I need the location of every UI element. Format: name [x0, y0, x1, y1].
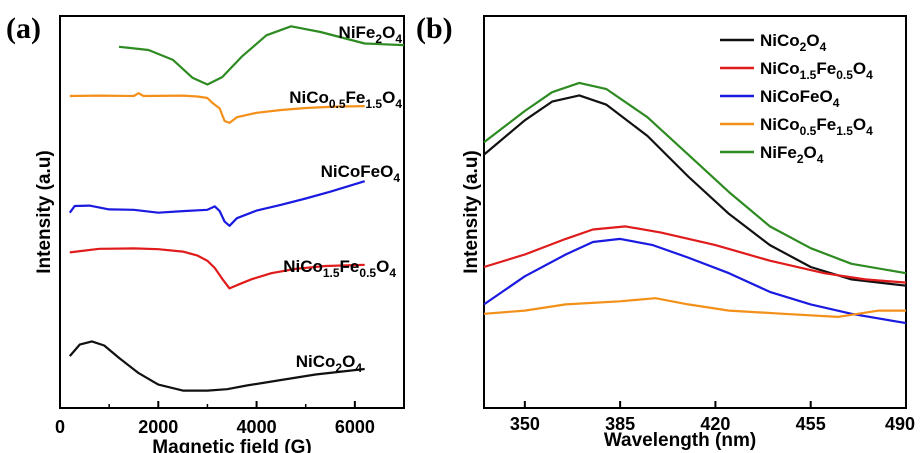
panel-b-letter: (b) — [416, 12, 453, 45]
panel-a-line-nicofeo4 — [68, 180, 366, 227]
panel-a-x-tick-label: 6000 — [335, 417, 375, 437]
panel-b-legend: NiCo2O4 NiCo1.5Fe0.5O4 NiCoFeO4 NiCo0.5Fe1.… — [720, 31, 873, 166]
legend-label-nico0-5fe1-5o4: NiCo0.5Fe1.5O4 — [760, 115, 873, 138]
panel-b-line-nico2o4 — [483, 94, 907, 287]
panel-b-x-tick-label: 490 — [885, 414, 915, 434]
panel-b: (b) 350 385 420 455 490 NiCo2O4 NiCo1.5Fe0.5O… — [416, 12, 915, 451]
panel-b-line-nife2o4 — [483, 81, 907, 275]
panel-b-x-tick-label: 455 — [796, 414, 826, 434]
panel-b-x-axis: 350 385 420 455 490 — [510, 401, 915, 434]
panel-a-x-axis-label: Magnetic field (G) — [152, 437, 311, 453]
panel-a-x-tick-label: 4000 — [237, 417, 277, 437]
panel-a-line-nife2o4 — [118, 25, 405, 86]
panel-b-y-axis-label: Intensity (a.u) — [461, 150, 482, 274]
legend-label-nicofeo4: NiCoFeO4 — [760, 87, 840, 110]
panel-b-line-nico0-5fe1-5o4 — [483, 297, 906, 318]
panel-b-plot-frame — [483, 15, 907, 409]
panel-a: (a) 0 2000 4000 6000 NiFe2O4NiCo0.5Fe1.5O4N… — [6, 12, 405, 453]
panel-b-line-nico1-5fe0-5o4 — [483, 225, 907, 284]
panel-a-label-nico1-5fe0-5o4: NiCo1.5Fe0.5O4 — [283, 257, 396, 280]
panel-b-x-tick-label: 350 — [510, 414, 540, 434]
panel-a-line-nico1-5fe0-5o4 — [69, 247, 365, 290]
panel-a-label-nicofeo4: NiCoFeO4 — [321, 162, 401, 185]
panel-b-x-tick-label: 385 — [605, 414, 635, 434]
panel-a-letter: (a) — [6, 12, 41, 45]
legend-label-nico1-5fe0-5o4: NiCo1.5Fe0.5O4 — [760, 59, 873, 82]
panel-a-x-tick-label: 0 — [55, 417, 65, 437]
panel-a-series-labels: NiFe2O4 NiCo0.5Fe1.5O4 NiCoFeO4 NiCo1.5Fe0.… — [283, 23, 402, 375]
panel-a-label-nico0-5fe1-5o4: NiCo0.5Fe1.5O4 — [289, 88, 402, 111]
panel-b-series-lines — [483, 81, 907, 325]
panel-a-label-nico2o4: NiCo2O4 — [296, 352, 363, 375]
legend-label-nico2o4: NiCo2O4 — [760, 31, 827, 54]
panel-a-x-tick-label: 2000 — [138, 417, 178, 437]
panel-a-plot-frame — [59, 15, 405, 409]
panel-b-x-tick-label: 420 — [700, 414, 730, 434]
panel-b-line-nicofeo4 — [483, 237, 907, 325]
panel-a-line-nico2o4 — [68, 340, 365, 392]
panel-b-x-axis-label: Wavelength (nm) — [604, 430, 756, 451]
legend-label-nife2o4: NiFe2O4 — [760, 143, 824, 166]
panel-a-label-nife2o4: NiFe2O4 — [339, 23, 403, 46]
panel-a-y-axis-label: Intensity (a.u) — [34, 150, 55, 274]
panel-a-series-lines — [68, 25, 405, 392]
panel-a-line-nico0-5fe1-5o4 — [69, 92, 365, 124]
panel-a-x-axis: 0 2000 4000 6000 — [55, 401, 375, 437]
